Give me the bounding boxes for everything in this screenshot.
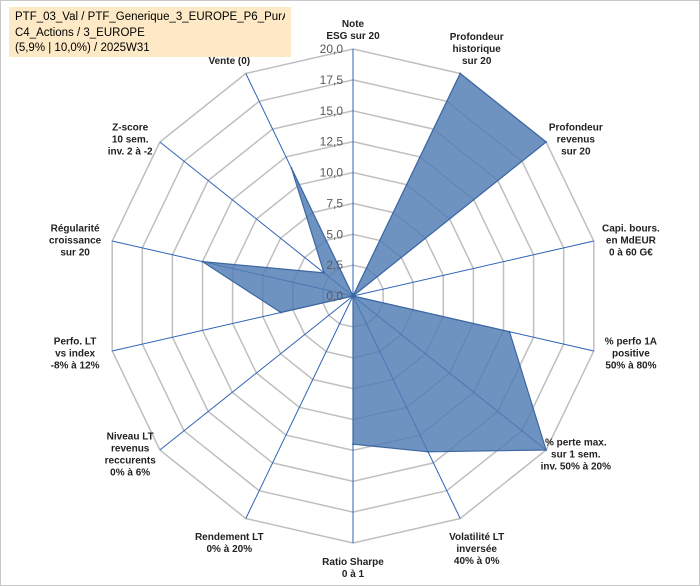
tick-label-4: 10,0 bbox=[320, 166, 344, 180]
axis-label-10: Perfo. LT vs index -8% à 12% bbox=[51, 336, 100, 371]
tick-label-5: 12,5 bbox=[320, 135, 344, 149]
data-point-2 bbox=[545, 141, 548, 143]
axis-label-line: revenus bbox=[111, 444, 150, 455]
tick-label-0: 0,0 bbox=[326, 289, 343, 303]
axis-label-line: positive bbox=[612, 348, 650, 359]
axis-label-line: Perfo. LT bbox=[54, 336, 97, 347]
axis-label-6: Volatilité LT inversée 40% à 0% bbox=[449, 532, 504, 567]
axis-label-line: Note bbox=[342, 19, 365, 30]
axis-label-1: Profondeur historique sur 20 bbox=[450, 32, 504, 67]
axis-label-line: inversée bbox=[456, 544, 497, 555]
header-line-2: C4_Actions / 3_EUROPE bbox=[15, 26, 145, 39]
axis-label-3: Capi. bours. en MdEUR 0 à 60 G€ bbox=[602, 224, 660, 259]
spoke-3 bbox=[352, 240, 594, 297]
axis-label-line: 0% à 6% bbox=[110, 468, 150, 479]
tick-label-3: 7,5 bbox=[326, 196, 343, 210]
axis-label-line: sur 1 sem. bbox=[551, 450, 601, 461]
axis-label-line: -8% à 12% bbox=[51, 360, 100, 371]
axis-label-line: 0 à 60 G€ bbox=[609, 248, 653, 259]
data-point-13 bbox=[290, 167, 293, 169]
series-area bbox=[201, 72, 547, 453]
axis-label-line: % perte max. bbox=[545, 438, 607, 449]
spoke-8 bbox=[245, 295, 354, 519]
axis-label-line: Volatilité LT bbox=[449, 532, 504, 543]
tick-label-1: 2,5 bbox=[326, 258, 343, 272]
axis-label-line: en MdEUR bbox=[606, 236, 657, 247]
tick-label-2: 5,0 bbox=[326, 227, 343, 241]
data-point-10 bbox=[279, 311, 282, 314]
axis-label-line: sur 20 bbox=[462, 56, 492, 67]
axis-label-line: sur 20 bbox=[561, 146, 591, 157]
axis-label-8: Rendement LT 0% à 20% bbox=[195, 532, 264, 555]
axis-label-line: Capi. bours. bbox=[602, 224, 660, 235]
axis-label-line: Régularité bbox=[51, 224, 100, 235]
axis-label-line: Profondeur bbox=[450, 32, 504, 43]
spoke-9 bbox=[159, 295, 354, 451]
tick-label-7: 17,5 bbox=[320, 73, 344, 87]
tick-label-6: 15,0 bbox=[320, 104, 344, 118]
axis-label-line: 0 à 1 bbox=[342, 569, 365, 580]
axis-label-line: historique bbox=[453, 44, 502, 55]
axis-label-line: ESG sur 20 bbox=[326, 31, 380, 42]
axis-label-4: % perfo 1A positive 50% à 80% bbox=[605, 336, 657, 371]
data-point-9 bbox=[352, 295, 354, 297]
data-point-7 bbox=[352, 443, 354, 446]
axis-label-line: croissance bbox=[49, 236, 102, 247]
axis-label-line: 50% à 80% bbox=[605, 360, 656, 371]
data-point-12 bbox=[323, 271, 325, 274]
axis-label-0: Note ESG sur 20 bbox=[326, 19, 380, 42]
axis-label-line: reccurents bbox=[105, 456, 157, 467]
axis-label-line: Rendement LT bbox=[195, 532, 264, 543]
axis-label-line: 40% à 0% bbox=[454, 556, 500, 567]
axis-label-12: Z-score 10 sem. inv. 2 à -2 bbox=[108, 122, 153, 157]
axis-label-5: % perte max. sur 1 sem. inv. 50% à 20% bbox=[541, 438, 612, 473]
data-point-5 bbox=[545, 449, 548, 451]
axis-label-7: Ratio Sharpe 0 à 1 bbox=[322, 557, 384, 580]
radar-series bbox=[201, 72, 548, 453]
axis-label-line: vs index bbox=[55, 348, 95, 359]
data-point-4 bbox=[508, 330, 511, 333]
axis-label-11: Régularité croissance sur 20 bbox=[49, 224, 102, 259]
axis-label-line: Vente (0) bbox=[208, 56, 250, 67]
header-line-3: (5,9% | 10,0%) / 2025W31 bbox=[15, 42, 150, 54]
data-point-11 bbox=[201, 260, 204, 263]
axis-label-line: Z-score bbox=[112, 122, 149, 133]
radar-axis-labels: Note ESG sur 20 Profondeur historique sur 20… bbox=[49, 19, 660, 580]
axis-label-line: inv. 50% à 20% bbox=[541, 462, 612, 473]
axis-label-line: Profondeur bbox=[549, 122, 603, 133]
data-point-1 bbox=[459, 72, 462, 75]
axis-label-9: Niveau LT revenus reccurents 0% à 6% bbox=[105, 432, 157, 479]
axis-label-line: sur 20 bbox=[60, 248, 90, 259]
axis-label-2: Profondeur revenus sur 20 bbox=[549, 122, 603, 157]
axis-label-line: Niveau LT bbox=[107, 432, 154, 443]
spoke-12 bbox=[159, 141, 354, 297]
chart-header: PTF_03_Val / PTF_Generique_3_EUROPE_P6_P… bbox=[9, 7, 291, 57]
axis-label-line: inv. 2 à -2 bbox=[108, 146, 153, 157]
axis-label-line: % perfo 1A bbox=[605, 336, 657, 347]
axis-label-line: 0% à 20% bbox=[207, 544, 253, 555]
radar-tick-labels: 0,0 2,5 5,0 7,5 10,0 12,5 15,0 17,5 20,0 bbox=[320, 42, 344, 303]
header-line-1: PTF_03_Val / PTF_Generique_3_EUROPE_P6_P… bbox=[15, 11, 285, 23]
axis-label-line: Ratio Sharpe bbox=[322, 557, 384, 568]
axis-label-line: revenus bbox=[557, 134, 596, 145]
tick-label-8: 20,0 bbox=[320, 42, 344, 56]
axis-label-line: 10 sem. bbox=[112, 134, 149, 145]
data-point-6 bbox=[427, 450, 429, 453]
